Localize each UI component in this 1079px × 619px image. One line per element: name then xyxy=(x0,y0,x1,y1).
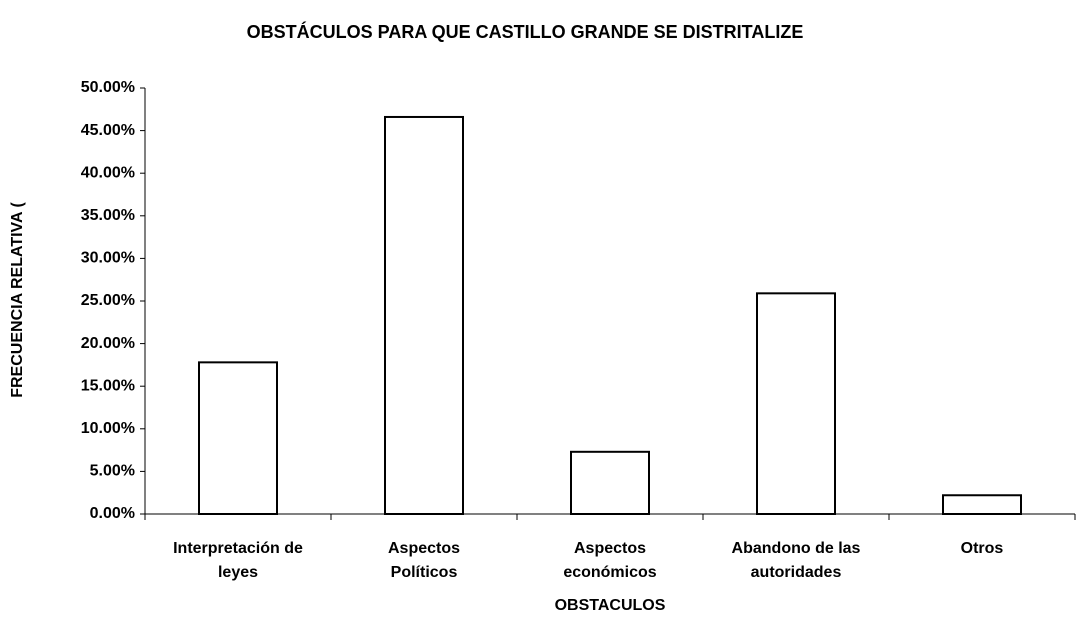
bar xyxy=(570,450,650,515)
bar xyxy=(756,292,836,515)
x-tick-label: Otros xyxy=(961,540,1004,557)
x-tick-label: Abandono de las xyxy=(732,540,861,557)
x-tick-label: económicos xyxy=(563,564,656,581)
y-tick-label: 40.00% xyxy=(81,164,135,181)
y-tick-label: 50.00% xyxy=(81,79,135,96)
y-tick-label: 15.00% xyxy=(81,377,135,394)
bar xyxy=(384,115,464,516)
x-tick-label: Políticos xyxy=(391,564,458,581)
x-tick-label: Aspectos xyxy=(574,540,646,557)
x-tick-label: Aspectos xyxy=(388,540,460,557)
y-axis-title: FRECUENCIA RELATIVA ( xyxy=(9,202,26,398)
y-tick-label: 45.00% xyxy=(81,122,135,139)
y-tick-label: 35.00% xyxy=(81,207,135,224)
y-tick-label: 30.00% xyxy=(81,250,135,267)
y-tick-label: 5.00% xyxy=(90,463,135,480)
x-axis-title: OBSTACULOS xyxy=(555,597,666,614)
y-tick-label: 0.00% xyxy=(90,505,135,522)
chart-title: OBSTÁCULOS PARA QUE CASTILLO GRANDE SE D… xyxy=(247,21,804,42)
y-tick-label: 20.00% xyxy=(81,335,135,352)
y-tick-label: 25.00% xyxy=(81,292,135,309)
bar xyxy=(198,361,278,515)
x-tick-label: Interpretación de xyxy=(173,540,303,557)
x-tick-label: leyes xyxy=(218,564,258,581)
y-tick-label: 10.00% xyxy=(81,420,135,437)
x-tick-label: autoridades xyxy=(751,564,842,581)
bar xyxy=(942,494,1022,516)
